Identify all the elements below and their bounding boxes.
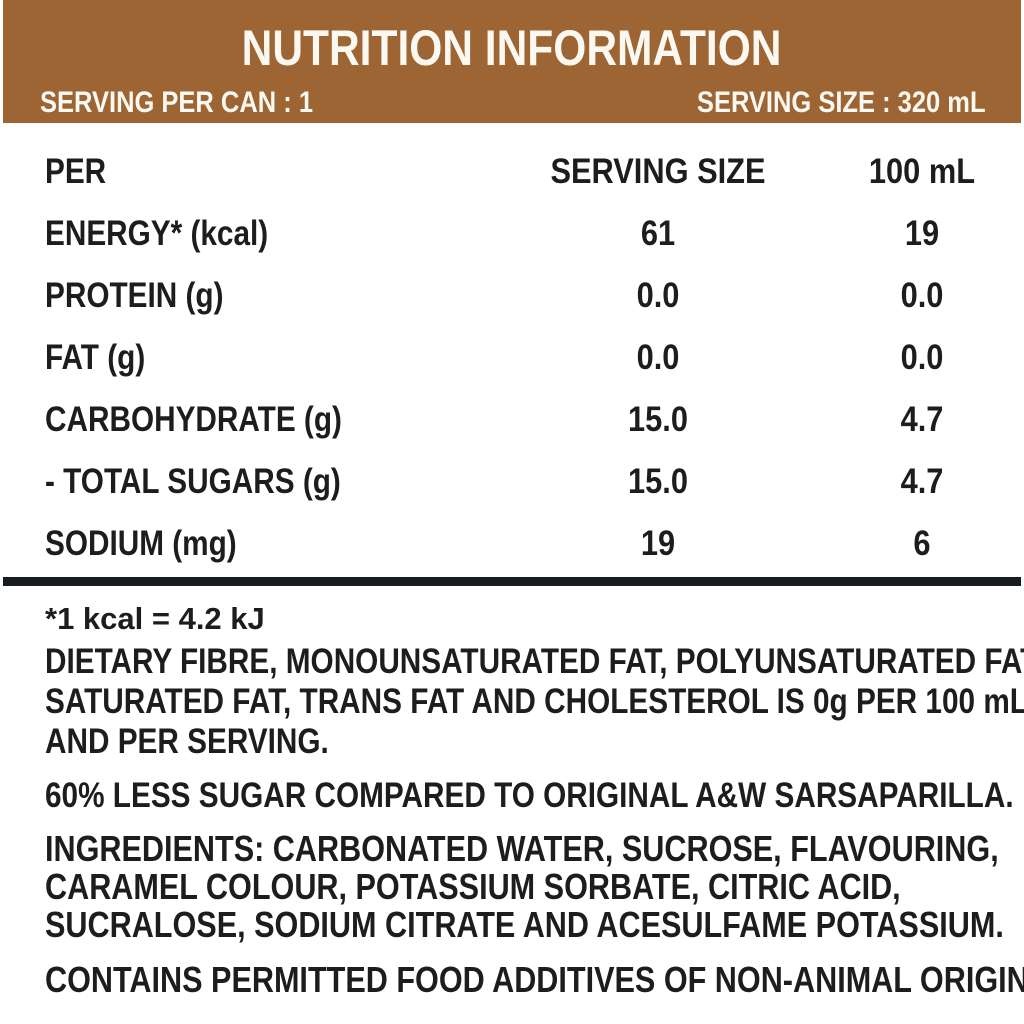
table-header-row: PER SERVING SIZE 100 mL (45, 141, 1000, 203)
row-label: CARBOHYDRATE (g) (45, 400, 342, 439)
table-row-energy: ENERGY* (kcal) 61 19 (45, 203, 1000, 265)
serving-size-text: SERVING SIZE : 320 mL (697, 86, 986, 119)
label-header: NUTRITION INFORMATION SERVING PER CAN : … (3, 0, 1021, 123)
row-label: ENERGY* (kcal) (45, 214, 269, 253)
row-label: - TOTAL SUGARS (g) (45, 462, 341, 501)
serving-info-row: SERVING PER CAN : 1 SERVING SIZE : 320 m… (40, 86, 986, 120)
row-serving-value: 15.0 (628, 400, 688, 439)
kcal-conversion-note: *1 kcal = 4.2 kJ (45, 601, 265, 636)
ingredients-list: INGREDIENTS: CARBONATED WATER, SUCROSE, … (45, 828, 1004, 944)
row-label: PROTEIN (g) (45, 276, 224, 315)
row-serving-value: 0.0 (636, 276, 680, 315)
row-100ml-value: 0.0 (900, 276, 944, 315)
additives-note: CONTAINS PERMITTED FOOD ADDITIVES OF NON… (45, 960, 1024, 1000)
footnotes-section: *1 kcal = 4.2 kJ DIETARY FIBRE, MONOUNSA… (45, 586, 1024, 1000)
zero-nutrients-line: AND PER SERVING. (45, 722, 329, 761)
table-row-total-sugars: - TOTAL SUGARS (g) 15.0 4.7 (45, 451, 1000, 513)
zero-nutrients-line: DIETARY FIBRE, MONOUNSATURATED FAT, POLY… (45, 642, 1024, 681)
header-title-row: NUTRITION INFORMATION (3, 0, 1021, 74)
serving-per-can-text: SERVING PER CAN : 1 (40, 86, 314, 119)
ingredients-line: CARAMEL COLOUR, POTASSIUM SORBATE, CITRI… (45, 866, 901, 907)
table-row-protein: PROTEIN (g) 0.0 0.0 (45, 265, 1000, 327)
row-100ml-value: 4.7 (900, 462, 944, 501)
column-header-serving-size: SERVING SIZE (550, 152, 766, 191)
less-sugar-claim: 60% LESS SUGAR COMPARED TO ORIGINAL A&W … (45, 776, 1014, 816)
ingredients-line: SUCRALOSE, SODIUM CITRATE AND ACESULFAME… (45, 904, 1004, 945)
column-header-per: PER (45, 152, 107, 191)
row-label: SODIUM (mg) (45, 524, 237, 563)
row-serving-value: 0.0 (636, 338, 680, 377)
row-100ml-value: 4.7 (900, 400, 944, 439)
row-serving-value: 61 (640, 214, 676, 253)
row-100ml-value: 0.0 (900, 338, 944, 377)
row-label: FAT (g) (45, 338, 146, 377)
nutrition-table: PER SERVING SIZE 100 mL ENERGY* (kcal) 6… (45, 123, 1000, 575)
table-row-carbohydrate: CARBOHYDRATE (g) 15.0 4.7 (45, 389, 1000, 451)
zero-nutrients-note: DIETARY FIBRE, MONOUNSATURATED FAT, POLY… (45, 642, 1024, 762)
table-row-sodium: SODIUM (mg) 19 6 (45, 513, 1000, 575)
row-100ml-value: 6 (913, 524, 931, 563)
ingredients-line: INGREDIENTS: CARBONATED WATER, SUCROSE, … (45, 828, 999, 869)
page-title: NUTRITION INFORMATION (242, 20, 782, 76)
additives-note-text: CONTAINS PERMITTED FOOD ADDITIVES OF NON… (45, 959, 1024, 1000)
section-divider (3, 577, 1021, 586)
row-serving-value: 15.0 (628, 462, 688, 501)
row-serving-value: 19 (640, 524, 676, 563)
column-header-100ml: 100 mL (868, 152, 976, 191)
less-sugar-claim-text: 60% LESS SUGAR COMPARED TO ORIGINAL A&W … (45, 776, 1014, 815)
table-row-fat: FAT (g) 0.0 0.0 (45, 327, 1000, 389)
row-100ml-value: 19 (904, 214, 940, 253)
zero-nutrients-line: SATURATED FAT, TRANS FAT AND CHOLESTEROL… (45, 682, 1024, 721)
